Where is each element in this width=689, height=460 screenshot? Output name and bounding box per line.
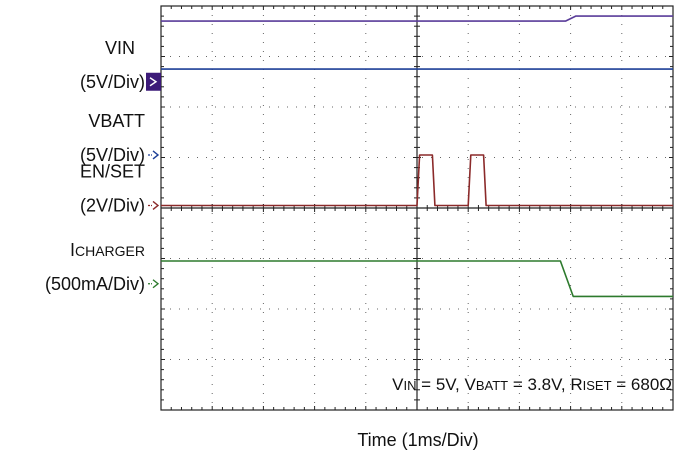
label-icharger-title: ICHARGER bbox=[70, 240, 145, 260]
marker-icharger bbox=[152, 279, 160, 289]
marker-arrow-vin bbox=[149, 77, 158, 87]
annotation-vbatt-val: = 3.8V, R bbox=[508, 375, 583, 394]
label-en-scale: (2V/Div) bbox=[80, 195, 145, 215]
trace-vin bbox=[161, 15, 673, 22]
label-icharger-scale: (500mA/Div) bbox=[45, 274, 145, 294]
channel-labels: VIN(5V/Div)VBATT(5V/Div)EN/SET(2V/Div)IC… bbox=[45, 38, 145, 294]
trace-icharger bbox=[161, 260, 673, 298]
trace-en bbox=[161, 154, 673, 207]
label-vbatt-scale: (5V/Div) bbox=[80, 145, 145, 165]
label-icharger-main: I bbox=[70, 240, 75, 260]
label-vin-scale: (5V/Div) bbox=[80, 72, 145, 92]
marker-en bbox=[152, 200, 160, 211]
label-icharger-sub: CHARGER bbox=[75, 243, 145, 259]
label-vin-title: VIN bbox=[105, 38, 135, 58]
annotation-vin-val: = 5V, V bbox=[416, 375, 476, 394]
annotation-riset-val: = 680Ω bbox=[612, 375, 672, 394]
annotation-vin-sub: IN bbox=[403, 378, 416, 393]
traces bbox=[161, 15, 673, 298]
label-vbatt-title: VBATT bbox=[88, 111, 145, 131]
annotation: VIN = 5V, VBATT = 3.8V, RISET = 680Ω bbox=[392, 375, 672, 394]
annotation-vbatt-sub: BATT bbox=[476, 378, 508, 393]
annotation-vin-v: V bbox=[392, 375, 404, 394]
label-en-title: EN/SET bbox=[80, 161, 145, 181]
grid bbox=[160, 5, 674, 411]
marker-vbatt bbox=[152, 150, 160, 160]
marker-vin bbox=[146, 72, 161, 91]
channel-markers bbox=[146, 72, 161, 289]
x-axis-label: Time (1ms/Div) bbox=[357, 430, 478, 450]
annotation-riset-sub: ISET bbox=[583, 378, 612, 393]
